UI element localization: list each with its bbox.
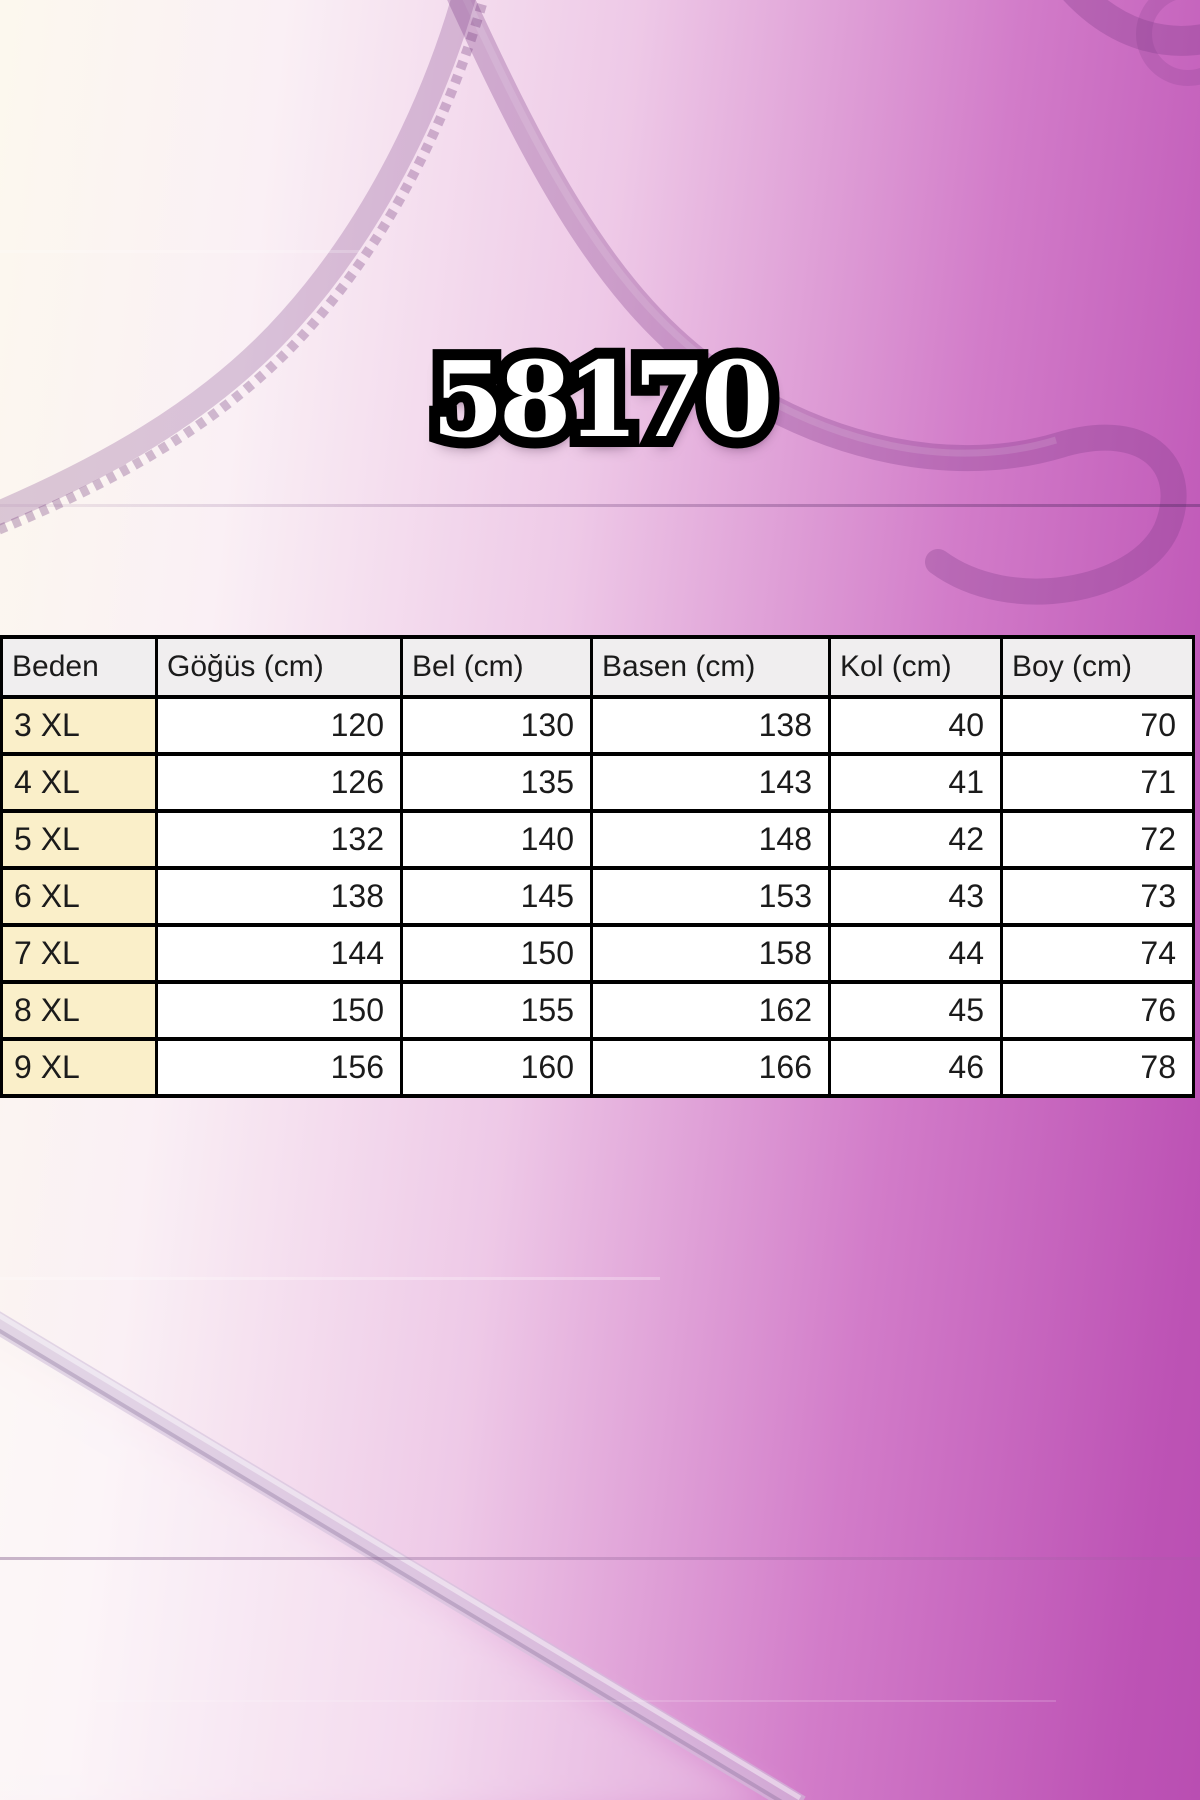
size-cell: 8 XL — [0, 980, 158, 1041]
measure-cell: 138 — [590, 695, 831, 756]
size-cell: 4 XL — [0, 752, 158, 813]
measure-cell: 126 — [155, 752, 403, 813]
col-header-basen: Basen (cm) — [590, 635, 831, 699]
measure-cell: 43 — [828, 866, 1003, 927]
hanger-hook-highlight — [462, 0, 1058, 457]
bottom-wire-highlight — [0, 1313, 802, 1800]
product-code-text: 58170 — [431, 338, 774, 461]
col-header-boy: Boy (cm) — [1000, 635, 1195, 699]
measure-cell: 155 — [400, 980, 593, 1041]
hanger-bar-serration — [0, 0, 489, 535]
measure-cell: 145 — [400, 866, 593, 927]
table-row: 4 XL 126 135 143 41 71 — [0, 752, 1195, 813]
measure-cell: 162 — [590, 980, 831, 1041]
measure-cell: 160 — [400, 1037, 593, 1098]
measure-cell: 46 — [828, 1037, 1003, 1098]
measure-cell: 40 — [828, 695, 1003, 756]
col-header-bel: Bel (cm) — [400, 635, 593, 699]
size-cell: 5 XL — [0, 809, 158, 870]
measure-cell: 42 — [828, 809, 1003, 870]
table-row: 6 XL 138 145 153 43 73 — [0, 866, 1195, 927]
header-row: Beden Göğüs (cm) Bel (cm) Basen (cm) Kol… — [0, 635, 1195, 699]
table-row: 8 XL 150 155 162 45 76 — [0, 980, 1195, 1041]
size-cell: 9 XL — [0, 1037, 158, 1098]
measure-cell: 74 — [1000, 923, 1195, 984]
hanger-hook-curve — [447, 0, 1187, 605]
measure-cell: 158 — [590, 923, 831, 984]
measure-cell: 143 — [590, 752, 831, 813]
plank-light-streak — [0, 250, 360, 253]
measure-cell: 120 — [155, 695, 403, 756]
bottom-light-wash — [0, 1353, 773, 1800]
size-cell: 7 XL — [0, 923, 158, 984]
plank-light-streak — [96, 1700, 1056, 1702]
measure-cell: 138 — [155, 866, 403, 927]
measure-cell: 73 — [1000, 866, 1195, 927]
product-code-outline: 58170 — [421, 334, 785, 465]
measure-cell: 132 — [155, 809, 403, 870]
measure-cell: 76 — [1000, 980, 1195, 1041]
table-row: 9 XL 156 160 166 46 78 — [0, 1037, 1195, 1098]
corner-hook-arc — [1063, 0, 1200, 56]
measure-cell: 148 — [590, 809, 831, 870]
table-row: 7 XL 144 150 158 44 74 — [0, 923, 1195, 984]
size-table: Beden Göğüs (cm) Bel (cm) Basen (cm) Kol… — [0, 635, 1195, 1098]
size-cell: 6 XL — [0, 866, 158, 927]
size-cell: 3 XL — [0, 695, 158, 756]
measure-cell: 70 — [1000, 695, 1195, 756]
col-header-beden: Beden — [0, 635, 158, 699]
measure-cell: 150 — [400, 923, 593, 984]
hanger-bar — [0, 0, 476, 526]
measure-cell: 72 — [1000, 809, 1195, 870]
measure-cell: 166 — [590, 1037, 831, 1098]
measure-cell: 144 — [155, 923, 403, 984]
measure-cell: 130 — [400, 695, 593, 756]
table-row: 5 XL 132 140 148 42 72 — [0, 809, 1195, 870]
measure-cell: 71 — [1000, 752, 1195, 813]
measure-cell: 135 — [400, 752, 593, 813]
measure-cell: 140 — [400, 809, 593, 870]
measure-cell: 41 — [828, 752, 1003, 813]
measure-cell: 156 — [155, 1037, 403, 1098]
plank-light-streak — [0, 1277, 660, 1280]
plank-seam-line — [0, 1557, 1200, 1560]
plank-seam-line — [0, 504, 1200, 507]
measure-cell: 78 — [1000, 1037, 1195, 1098]
corner-hook-blob — [1136, 0, 1200, 86]
bottom-wire-shadow-edge — [0, 1328, 783, 1800]
measure-cell: 153 — [590, 866, 831, 927]
measure-cell: 150 — [155, 980, 403, 1041]
col-header-kol: Kol (cm) — [828, 635, 1003, 699]
col-header-gogus: Göğüs (cm) — [155, 635, 403, 699]
product-code-title: 58170 58170 — [0, 334, 1200, 485]
bottom-wire — [0, 1311, 806, 1800]
measure-cell: 44 — [828, 923, 1003, 984]
measure-cell: 45 — [828, 980, 1003, 1041]
table-row: 3 XL 120 130 138 40 70 — [0, 695, 1195, 756]
